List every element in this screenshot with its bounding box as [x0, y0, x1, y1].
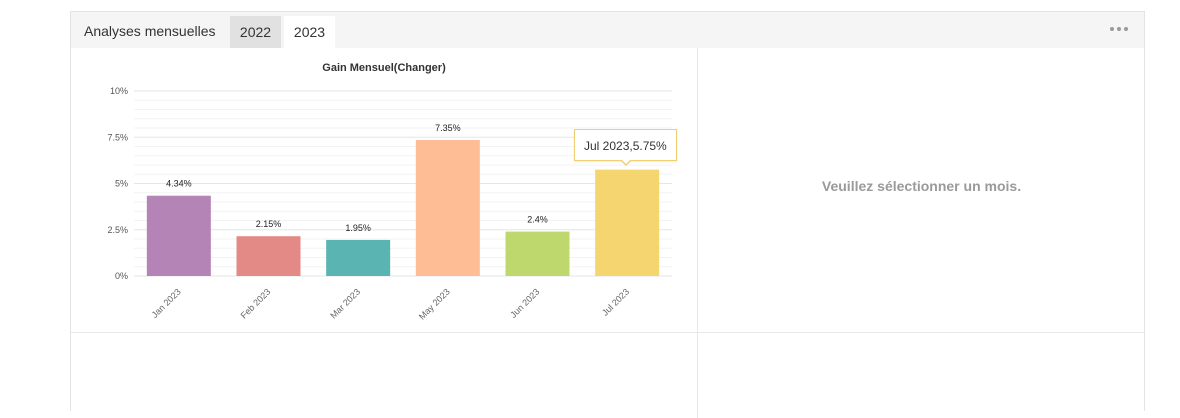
monthly-gain-chart: Gain Mensuel(Changer) 0% 2.5% 5% 7.5% 10% 4.… — [107, 62, 672, 322]
bar-data-label: 4.34% — [166, 179, 192, 189]
x-tick-label: Feb 2023 — [239, 287, 273, 321]
tab-2023[interactable]: 2023 — [284, 16, 335, 48]
y-tick-label: 7.5% — [107, 132, 128, 142]
y-axis: 0% 2.5% 5% 7.5% 10% — [107, 86, 128, 281]
y-tick-label: 5% — [115, 179, 128, 189]
y-tick-label: 10% — [110, 86, 128, 96]
empty-month-message: Veuillez sélectionner un mois. — [821, 178, 1022, 194]
bar-jan-2023 — [146, 195, 211, 276]
x-tick-label: Mar 2023 — [328, 287, 362, 321]
y-tick-label: 0% — [115, 271, 128, 281]
bar-jun-2023 — [505, 231, 570, 276]
bar-jul-2023 — [595, 169, 660, 276]
row-divider — [71, 332, 1144, 333]
more-horizontal-icon[interactable] — [1110, 23, 1128, 35]
x-axis: Jan 2023 Feb 2023 Mar 2023 May 2023 Jun 2023… — [150, 287, 632, 322]
x-tick-label: Jan 2023 — [150, 287, 183, 320]
bar-data-label: 2.15% — [256, 219, 282, 229]
tab-2022[interactable]: 2022 — [230, 16, 281, 48]
panel-title: Analyses mensuelles — [84, 23, 216, 39]
x-tick-label: Jul 2023 — [600, 287, 631, 318]
chart-title: Gain Mensuel(Changer) — [322, 62, 446, 74]
bar-data-label: 2.4% — [527, 215, 548, 225]
chart-tooltip: Jul 2023,5.75% — [574, 129, 677, 161]
x-tick-label: Jun 2023 — [508, 287, 541, 320]
bar-data-label: 1.95% — [345, 223, 371, 233]
tooltip-arrow-inner — [621, 159, 631, 164]
bar-data-label: 7.35% — [435, 123, 461, 133]
x-tick-label: May 2023 — [417, 287, 452, 322]
bar-may-2023 — [415, 140, 480, 276]
bar-mar-2023 — [326, 239, 391, 276]
panel-header: Analyses mensuelles 2022 2023 — [71, 12, 1144, 48]
bar-feb-2023 — [236, 236, 301, 276]
bars: 4.34% 2.15% 1.95% 7.35% 2.4% — [146, 123, 660, 276]
column-divider — [697, 48, 698, 418]
y-tick-label: 2.5% — [107, 225, 128, 235]
chart-grid — [134, 90, 672, 277]
